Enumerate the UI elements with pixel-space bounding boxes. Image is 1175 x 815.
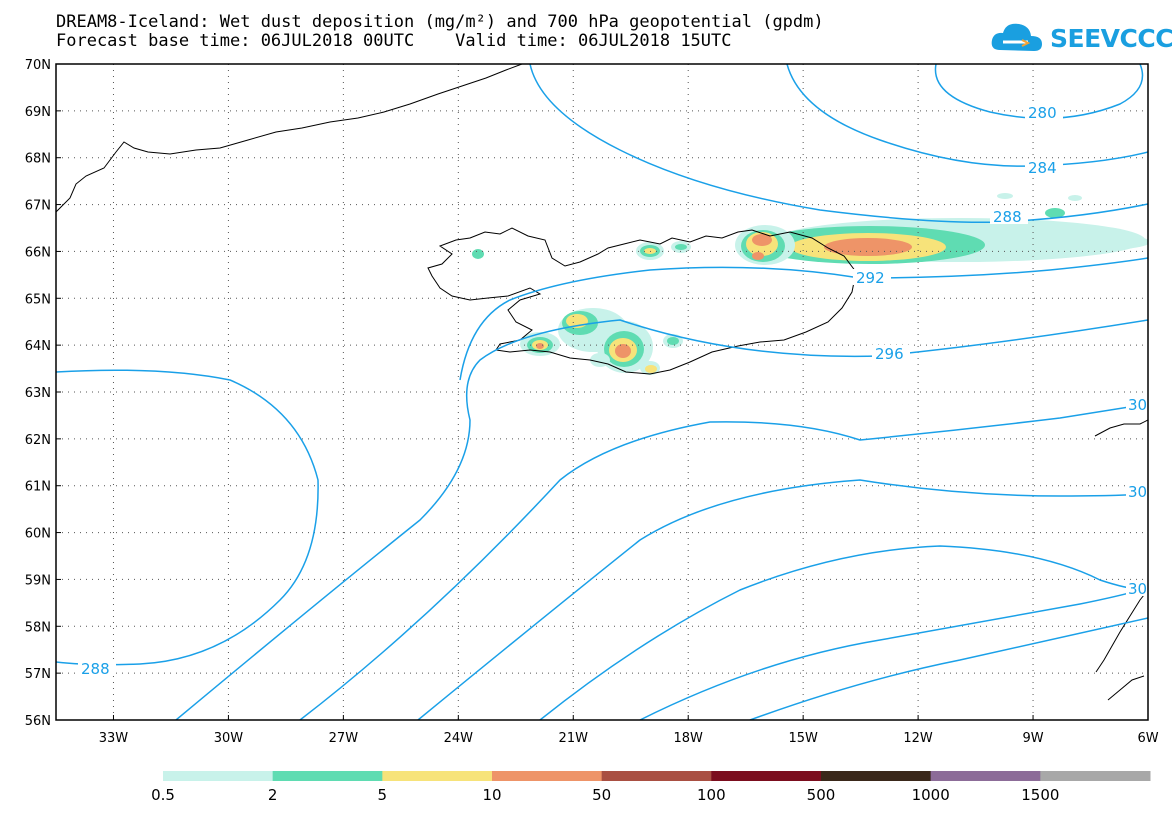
colorbar-segment bbox=[821, 771, 932, 781]
contour-label: 292 bbox=[856, 269, 885, 287]
dust-area bbox=[590, 353, 610, 367]
latitude-label: 56N bbox=[25, 714, 51, 729]
colorbar-label: 1000 bbox=[912, 786, 950, 804]
dust-area bbox=[1045, 208, 1065, 218]
dust-area bbox=[752, 252, 764, 260]
contour-316 bbox=[749, 617, 1148, 720]
chart-title: DREAM8-Iceland: Wet dust deposition (mg/… bbox=[56, 12, 824, 32]
contour-296 bbox=[175, 319, 1148, 720]
greenland-coastline bbox=[56, 64, 523, 213]
colorbar-label: 100 bbox=[697, 786, 726, 804]
norway-coastline bbox=[1107, 675, 1145, 701]
iceland-coastline bbox=[427, 227, 857, 375]
latitude-label: 65N bbox=[25, 292, 51, 307]
colorbar-segment bbox=[930, 771, 1041, 781]
dust-area bbox=[824, 238, 912, 256]
longitude-label: 9W bbox=[1022, 731, 1043, 746]
contour-288-west bbox=[56, 369, 319, 666]
contour-292 bbox=[459, 257, 1148, 381]
colorbar-label: 0.5 bbox=[151, 786, 175, 804]
colorbar-segment bbox=[492, 771, 603, 781]
longitude-label: 27W bbox=[329, 731, 359, 746]
longitude-label: 12W bbox=[903, 731, 933, 746]
latitude-label: 61N bbox=[25, 480, 51, 495]
longitude-label: 6W bbox=[1137, 731, 1158, 746]
dust-area bbox=[615, 344, 631, 358]
colorbar-segment bbox=[382, 771, 493, 781]
chart-subtitle: Forecast base time: 06JUL2018 00UTC Vali… bbox=[56, 31, 732, 51]
latitude-label: 64N bbox=[25, 339, 51, 354]
longitude-label: 21W bbox=[559, 731, 589, 746]
colorbar-segment bbox=[1040, 771, 1151, 781]
contour-label: 296 bbox=[875, 345, 904, 363]
contour-label: 288 bbox=[993, 208, 1022, 226]
longitude-label: 18W bbox=[674, 731, 704, 746]
latitude-label: 69N bbox=[25, 105, 51, 120]
dust-area bbox=[675, 244, 687, 250]
colorbar-segment bbox=[163, 771, 274, 781]
contour-304 bbox=[417, 479, 1148, 720]
longitude-label: 24W bbox=[444, 731, 474, 746]
logo-text: SEEVCCC bbox=[1050, 24, 1174, 53]
contour-label: 30 bbox=[1128, 580, 1147, 598]
latitude-label: 60N bbox=[25, 527, 51, 542]
colorbar-segment bbox=[272, 771, 383, 781]
contour-label: 280 bbox=[1028, 104, 1057, 122]
colorbar-label: 2 bbox=[268, 786, 278, 804]
dust-area bbox=[472, 249, 484, 259]
contour-300 bbox=[299, 403, 1148, 720]
latitude-label: 70N bbox=[25, 58, 51, 73]
cloud-logo-icon bbox=[991, 23, 1042, 51]
latitude-label: 57N bbox=[25, 667, 51, 682]
latitude-label: 62N bbox=[25, 433, 51, 448]
dust-area bbox=[752, 234, 772, 246]
contour-label: 30 bbox=[1128, 396, 1147, 414]
norway-coastline bbox=[1094, 419, 1148, 437]
contour-label: 284 bbox=[1028, 159, 1057, 177]
longitude-label: 15W bbox=[788, 731, 818, 746]
dust-area bbox=[667, 337, 679, 345]
colorbar-segment bbox=[711, 771, 822, 781]
colorbar-label: 500 bbox=[807, 786, 836, 804]
longitude-label: 30W bbox=[214, 731, 244, 746]
contour-label: 30 bbox=[1128, 483, 1147, 501]
latitude-label: 68N bbox=[25, 152, 51, 167]
contour-288 bbox=[529, 64, 1148, 223]
latitude-label: 59N bbox=[25, 573, 51, 588]
dust-area bbox=[997, 193, 1013, 199]
colorbar-label: 1500 bbox=[1021, 786, 1059, 804]
dust-area bbox=[990, 232, 1148, 252]
latitude-label: 67N bbox=[25, 199, 51, 214]
dust-area bbox=[1068, 195, 1082, 201]
latitude-labels: 56N 57N 58N 59N 60N 61N 62N 63N 64N 65N 66N 67N 68N 6… bbox=[25, 58, 51, 729]
longitude-label: 33W bbox=[99, 731, 129, 746]
latitude-label: 66N bbox=[25, 245, 51, 260]
colorbar bbox=[163, 771, 1151, 781]
map-frame bbox=[55, 63, 1149, 721]
contour-labels: 280 284 288 292 296 30 30 30 288 bbox=[78, 104, 1148, 678]
colorbar-segment bbox=[601, 771, 712, 781]
colorbar-labels: 0.5 2 5 10 50 100 500 1000 1500 bbox=[151, 786, 1059, 804]
dust-area bbox=[645, 365, 657, 373]
colorbar-label: 10 bbox=[482, 786, 501, 804]
dust-area bbox=[536, 343, 544, 349]
contour-312 bbox=[639, 587, 1148, 720]
colorbar-label: 50 bbox=[592, 786, 611, 804]
longitude-labels: 33W 30W 27W 24W 21W 18W 15W 12W 9W 6W bbox=[99, 731, 1159, 746]
contour-label: 288 bbox=[81, 660, 110, 678]
coastlines bbox=[56, 64, 1148, 701]
norway-coastline bbox=[1095, 589, 1148, 673]
contour-284 bbox=[786, 64, 1148, 167]
latitude-label: 63N bbox=[25, 386, 51, 401]
latitude-label: 58N bbox=[25, 620, 51, 635]
contour-308 bbox=[539, 545, 1148, 720]
colorbar-label: 5 bbox=[378, 786, 388, 804]
